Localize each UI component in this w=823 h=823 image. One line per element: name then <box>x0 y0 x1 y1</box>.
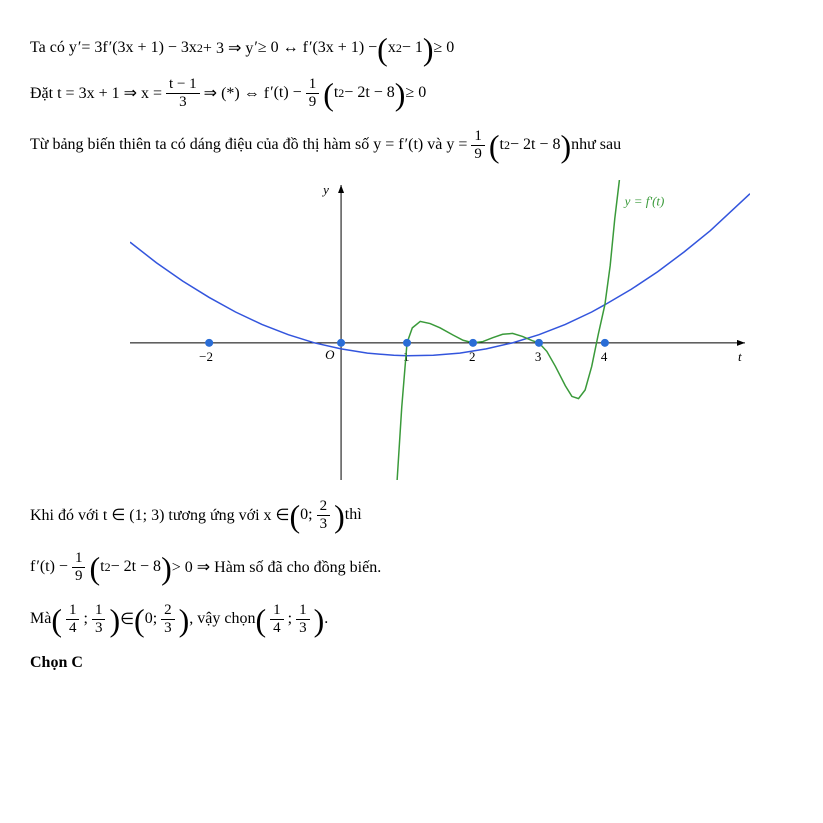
text: ∈ <box>120 609 134 629</box>
fraction: 1 9 <box>471 128 485 162</box>
text: + 3 ⇒ y <box>203 38 253 58</box>
text: ⇒ (*) ⇔ f <box>204 83 269 103</box>
equation-line-1: Ta có y′ = 3f′ (3x + 1) − 3x2 + 3 ⇒ y′ ≥… <box>30 38 793 58</box>
fraction: 2 3 <box>161 602 175 636</box>
svg-text:y: y <box>321 182 329 197</box>
text: , vậy chọn <box>189 610 255 628</box>
text: như sau <box>571 136 621 154</box>
text: ≥ 0 ↔ f <box>258 39 308 57</box>
answer-line: Chọn C <box>30 654 793 672</box>
equation-line-5: f′ (t) − 1 9 ( t2 − 2t − 8 ) > 0 ⇒ Hàm s… <box>30 550 793 584</box>
text: (3x + 1) − 3x <box>112 39 197 57</box>
fraction: 1 3 <box>296 602 310 636</box>
text: ≥ 0 <box>405 84 426 102</box>
text: 0; <box>145 610 157 628</box>
fraction: 2 3 <box>317 498 331 532</box>
text: thì <box>345 506 362 524</box>
svg-text:4: 4 <box>601 349 608 364</box>
text: Khi đó với t ∈ (1; 3) tương ứng với x ∈ <box>30 505 289 525</box>
text: − 2t − 8 <box>510 136 561 154</box>
fraction: 1 9 <box>72 550 86 584</box>
text: Đặt t = 3x + 1 ⇒ x = <box>30 83 162 103</box>
text: ; <box>83 610 87 628</box>
text: (t) và y = <box>408 136 467 154</box>
text: − 2t − 8 <box>111 558 162 576</box>
fraction: 1 4 <box>66 602 80 636</box>
svg-text:−2: −2 <box>199 349 213 364</box>
text: = 3f <box>81 39 107 57</box>
text: (3x + 1) − <box>312 39 377 57</box>
text: Từ bảng biến thiên ta có dáng điệu của đ… <box>30 136 404 154</box>
text: Ta có y <box>30 39 77 57</box>
answer-text: Chọn C <box>30 654 83 672</box>
svg-text:t: t <box>738 349 742 364</box>
equation-line-2: Đặt t = 3x + 1 ⇒ x = t − 1 3 ⇒ (*) ⇔ f′ … <box>30 76 793 110</box>
text: x <box>388 39 396 57</box>
text: − 1 <box>402 39 423 57</box>
text: (t) − <box>40 558 68 576</box>
svg-text:y = f'(t): y = f'(t) <box>623 194 665 209</box>
fraction: 1 9 <box>306 76 320 110</box>
equation-line-3: Từ bảng biến thiên ta có dáng điệu của đ… <box>30 128 793 162</box>
equation-line-4: Khi đó với t ∈ (1; 3) tương ứng với x ∈ … <box>30 498 793 532</box>
text: (t) − <box>274 84 302 102</box>
function-chart: ytO−21234y = f'(t) <box>130 180 750 480</box>
svg-text:3: 3 <box>535 349 542 364</box>
text: − 2t − 8 <box>344 84 395 102</box>
equation-line-6: Mà ( 1 4 ; 1 3 ) ∈ ( 0; 2 3 ) , vậy chọn… <box>30 602 793 636</box>
text: ; <box>288 610 292 628</box>
text: ≥ 0 <box>434 39 455 57</box>
fraction: 1 3 <box>92 602 106 636</box>
text: > 0 ⇒ Hàm số đã cho đồng biến. <box>172 557 382 577</box>
svg-text:O: O <box>325 347 335 362</box>
text: Mà <box>30 610 51 628</box>
fraction: 1 4 <box>270 602 284 636</box>
text: 0; <box>300 506 312 524</box>
text: f <box>30 558 35 576</box>
fraction: t − 1 3 <box>166 76 200 110</box>
